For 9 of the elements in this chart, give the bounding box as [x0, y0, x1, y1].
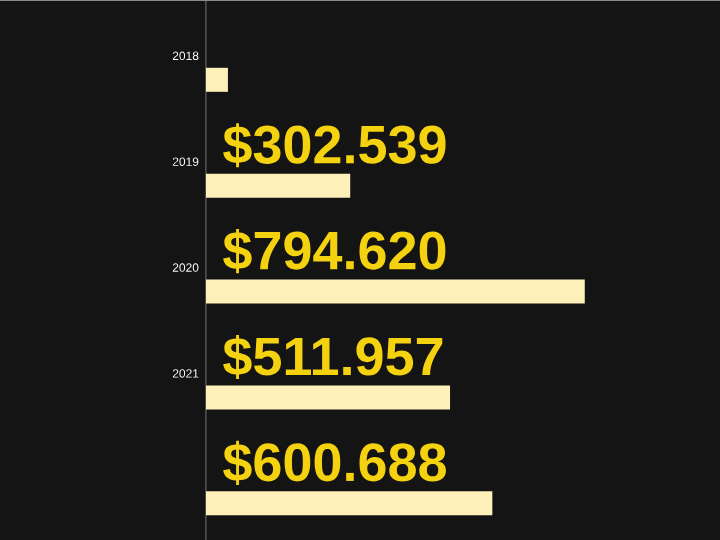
- data-label: $600.688: [223, 440, 446, 485]
- bar: [206, 67, 228, 92]
- bar: [206, 385, 451, 410]
- data-label: $302.539: [223, 122, 446, 167]
- bar: [206, 279, 585, 304]
- data-label: $511.957: [223, 334, 443, 379]
- bar: [206, 490, 493, 515]
- bar: [206, 173, 351, 198]
- data-label: $794.620: [223, 228, 446, 273]
